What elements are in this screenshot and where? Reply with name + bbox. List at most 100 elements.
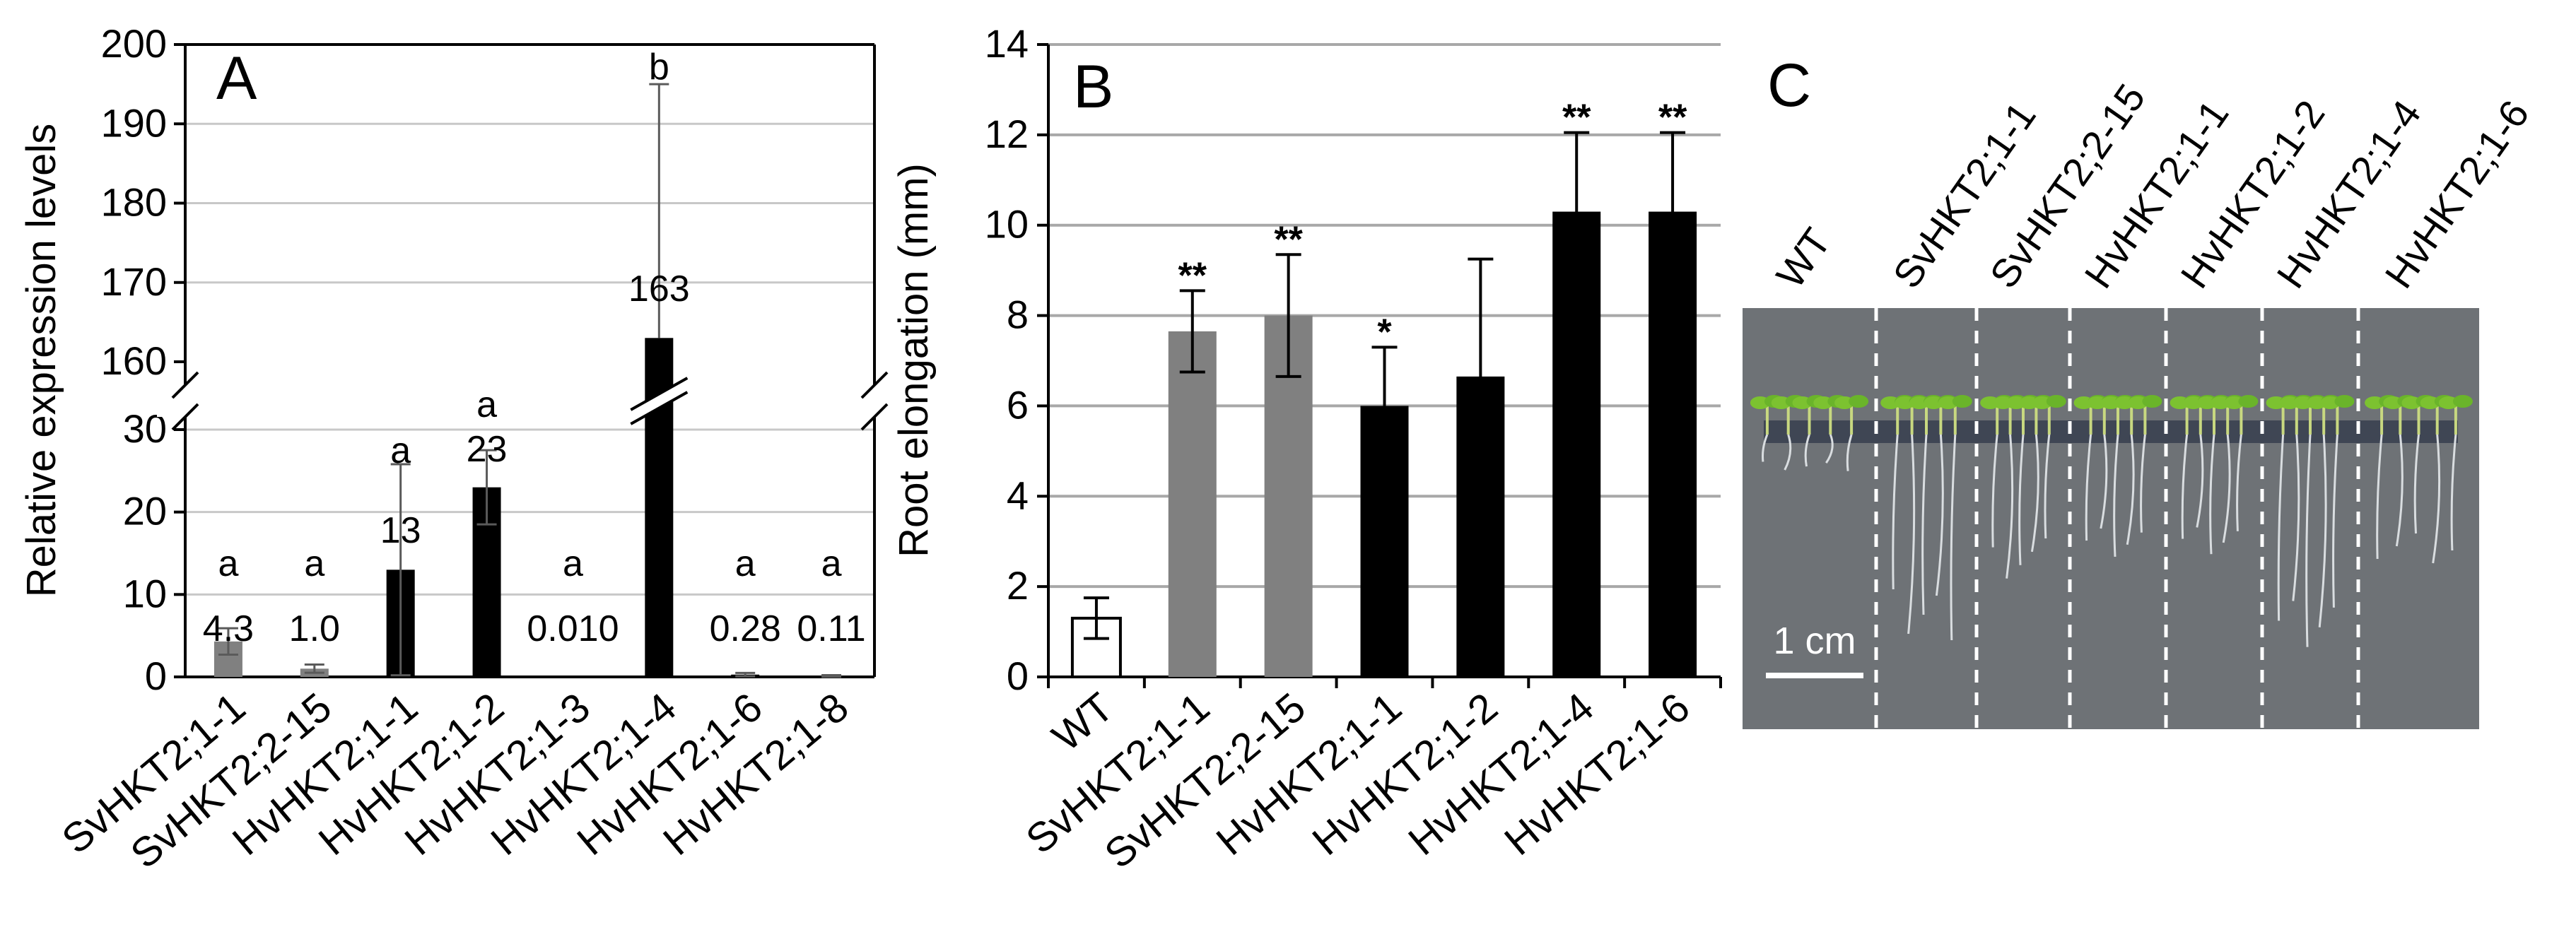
seedling-root [1762,434,1769,462]
y-tick-label: 170 [101,259,167,304]
seedling-root [1892,434,1899,590]
seedling-root [1825,434,1834,464]
agar-edge [1764,420,2458,443]
seedling-root [2085,434,2092,541]
y-tick-label: 4 [1007,473,1029,517]
seedling-root [2277,434,2285,621]
significance-letter: a [476,384,497,425]
seedling-root [2209,434,2215,555]
y-tick-label: 14 [985,21,1029,66]
bar-break-mark [630,377,689,411]
significance-marker: ** [1274,219,1303,260]
data-label: 23 [467,429,508,470]
seedling-leaf [1952,395,1972,408]
seedling-root [1784,434,1792,471]
axis-break-gap [846,385,903,417]
seedling-root [2044,434,2051,539]
seedling-root [1804,434,1810,467]
seedling-root [1907,434,1916,635]
significance-letter: a [563,543,583,584]
significance-letter: a [304,543,324,584]
y-tick-label: 0 [1007,654,1029,698]
y-tick-label: 6 [1007,382,1029,427]
significance-letter: a [735,543,756,584]
seedling-leaf [1849,395,1869,408]
seedling-root [1950,434,1957,641]
data-label: 163 [628,269,690,309]
data-label: 13 [380,510,421,551]
axis-break-mark [860,403,889,431]
seedling-root [2395,434,2404,547]
bar-break-band [631,378,688,424]
y-tick-label: 200 [101,21,167,66]
bar [1168,331,1217,677]
seedling-leaf [2238,395,2259,408]
seedling-root [2376,434,2383,560]
axis-break-gap [157,385,213,417]
panel-label: A [216,45,257,112]
seedling-root [1921,434,1928,615]
y-tick-label: 8 [1007,293,1029,337]
photo-background [1743,308,2479,729]
seedling-root [2450,434,2457,551]
panel-label: B [1073,53,1113,121]
significance-letter: b [649,47,669,88]
seedling-root [2006,434,2014,579]
seedling-root [2318,434,2327,627]
data-label: 0.010 [527,608,619,649]
seedling-leaf [2046,395,2066,408]
significance-marker: ** [1562,98,1591,138]
seedling-root [2292,434,2300,601]
seedling-root [1846,434,1853,471]
scale-bar-label: 1 cm [1773,620,1856,662]
seedling-root [2100,434,2108,529]
seedling-root [2332,434,2338,608]
significance-letter: a [218,543,238,584]
seedling-root [2126,434,2135,545]
y-tick-label: 12 [985,112,1029,156]
panel-label: C [1767,52,1811,119]
data-label: 4.3 [203,608,254,649]
data-label: 1.0 [289,608,340,649]
seedling-root [2236,434,2242,531]
significance-marker: * [1377,312,1392,353]
y-tick-label: 190 [101,100,167,145]
y-tick-label: 20 [123,489,167,533]
data-label: 0.11 [797,608,865,649]
seedling-root [2018,434,2025,565]
seedling-root [2113,434,2119,557]
seedling-leaf [2452,395,2473,408]
y-tick-label: 2 [1007,563,1029,608]
seedling-root [2222,434,2231,543]
seedling-root [2030,434,2039,553]
y-tick-label: 160 [101,338,167,383]
seedling-root [1991,434,1998,548]
significance-marker: ** [1178,255,1207,296]
y-tick-label: 10 [985,202,1029,247]
y-axis-label: Relative expression levels [18,124,64,598]
seedling-leaf [2142,395,2162,408]
seedling-root [2413,434,2420,534]
significance-letter: a [390,430,411,471]
seedling-root [2305,434,2312,647]
seedling-root [2196,434,2204,528]
axis-break-mark [860,371,889,399]
y-tick-label: 0 [145,654,167,698]
significance-marker: ** [1658,98,1687,138]
y-tick-label: 10 [123,571,167,615]
seedling-leaf [2334,395,2355,408]
data-label: 0.28 [710,608,781,649]
axis-break-mark [171,371,199,399]
seedling-root [1935,434,1944,596]
bar-break-mark [630,391,689,425]
seedling-root [2140,434,2146,533]
seedling-root [2181,434,2189,539]
lane-label: WT [1767,220,1839,295]
axis-break-mark [171,403,199,431]
y-tick-label: 180 [101,180,167,225]
y-axis-label: Root elongation (mm) [891,163,937,557]
x-tick-label: WT [1043,684,1122,760]
